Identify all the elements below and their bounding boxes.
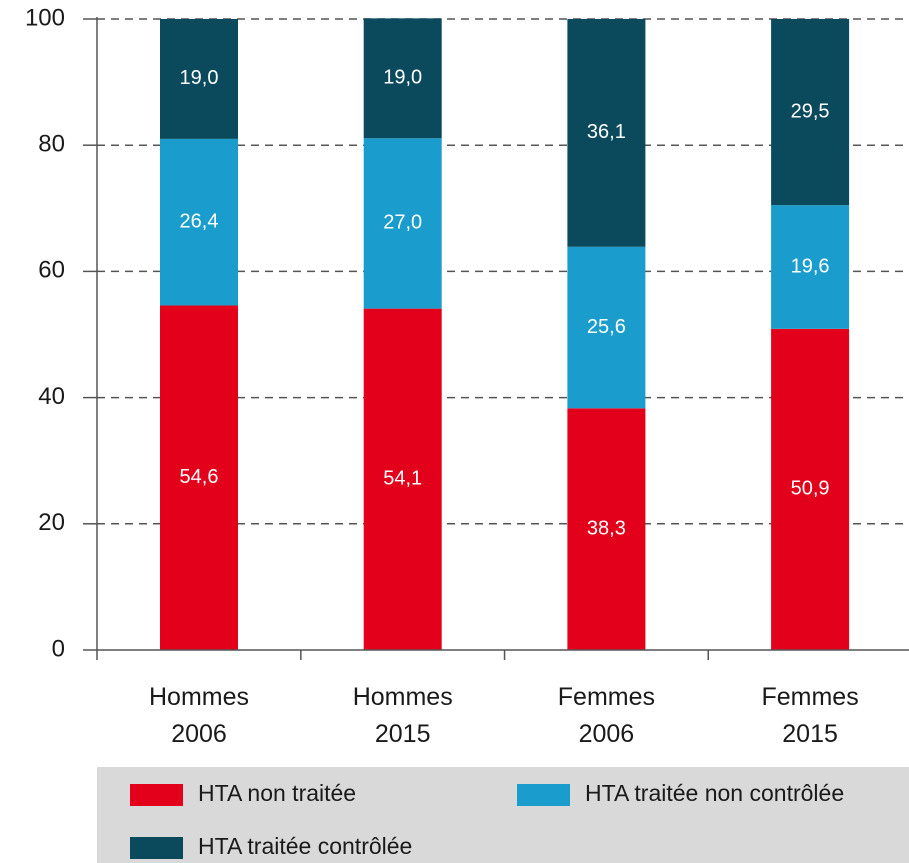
value-label: 29,5 <box>791 100 830 122</box>
y-tick-label: 80 <box>38 131 65 158</box>
bar-segment <box>160 138 238 306</box>
bar-segment <box>363 138 442 309</box>
bar-segment <box>160 305 238 650</box>
bar-segment <box>363 18 442 139</box>
value-label: 25,6 <box>587 316 626 338</box>
value-label: 19,0 <box>383 67 422 89</box>
y-tick-label: 100 <box>25 4 65 31</box>
bar-segment <box>771 19 850 206</box>
legend-label: HTA non traitée <box>198 780 356 806</box>
bar-segment <box>160 19 238 139</box>
value-label: 54,6 <box>180 466 219 488</box>
value-label: 27,0 <box>383 212 422 234</box>
legend-background <box>97 767 909 863</box>
bar-segment <box>567 19 646 247</box>
value-label: 19,6 <box>791 255 830 277</box>
legend-label: HTA traitée contrôlée <box>198 833 412 859</box>
value-label: 36,1 <box>587 121 626 143</box>
legend-swatch <box>517 784 570 806</box>
x-tick-label: Hommes 2006 <box>149 683 249 748</box>
bar-segment <box>567 246 646 409</box>
bar-segment <box>771 205 850 329</box>
value-label: 54,1 <box>383 468 422 490</box>
legend-label: HTA traitée non contrôlée <box>585 780 844 806</box>
value-label: 50,9 <box>791 478 830 500</box>
legend-swatch <box>130 837 183 859</box>
bar-segment <box>567 408 646 650</box>
y-tick-label: 0 <box>52 635 65 662</box>
bar-segment <box>363 308 442 650</box>
x-tick-label: Femmes 2006 <box>558 683 655 748</box>
bar-segment <box>771 328 850 650</box>
x-tick-label: Femmes 2015 <box>761 683 858 748</box>
y-tick-label: 60 <box>38 257 65 284</box>
value-label: 26,4 <box>180 210 219 232</box>
y-tick-label: 40 <box>38 383 65 410</box>
legend-swatch <box>130 784 183 806</box>
y-tick-label: 20 <box>38 509 65 536</box>
value-label: 19,0 <box>180 67 219 89</box>
x-tick-label: Hommes 2015 <box>353 683 453 748</box>
value-label: 38,3 <box>587 517 626 539</box>
